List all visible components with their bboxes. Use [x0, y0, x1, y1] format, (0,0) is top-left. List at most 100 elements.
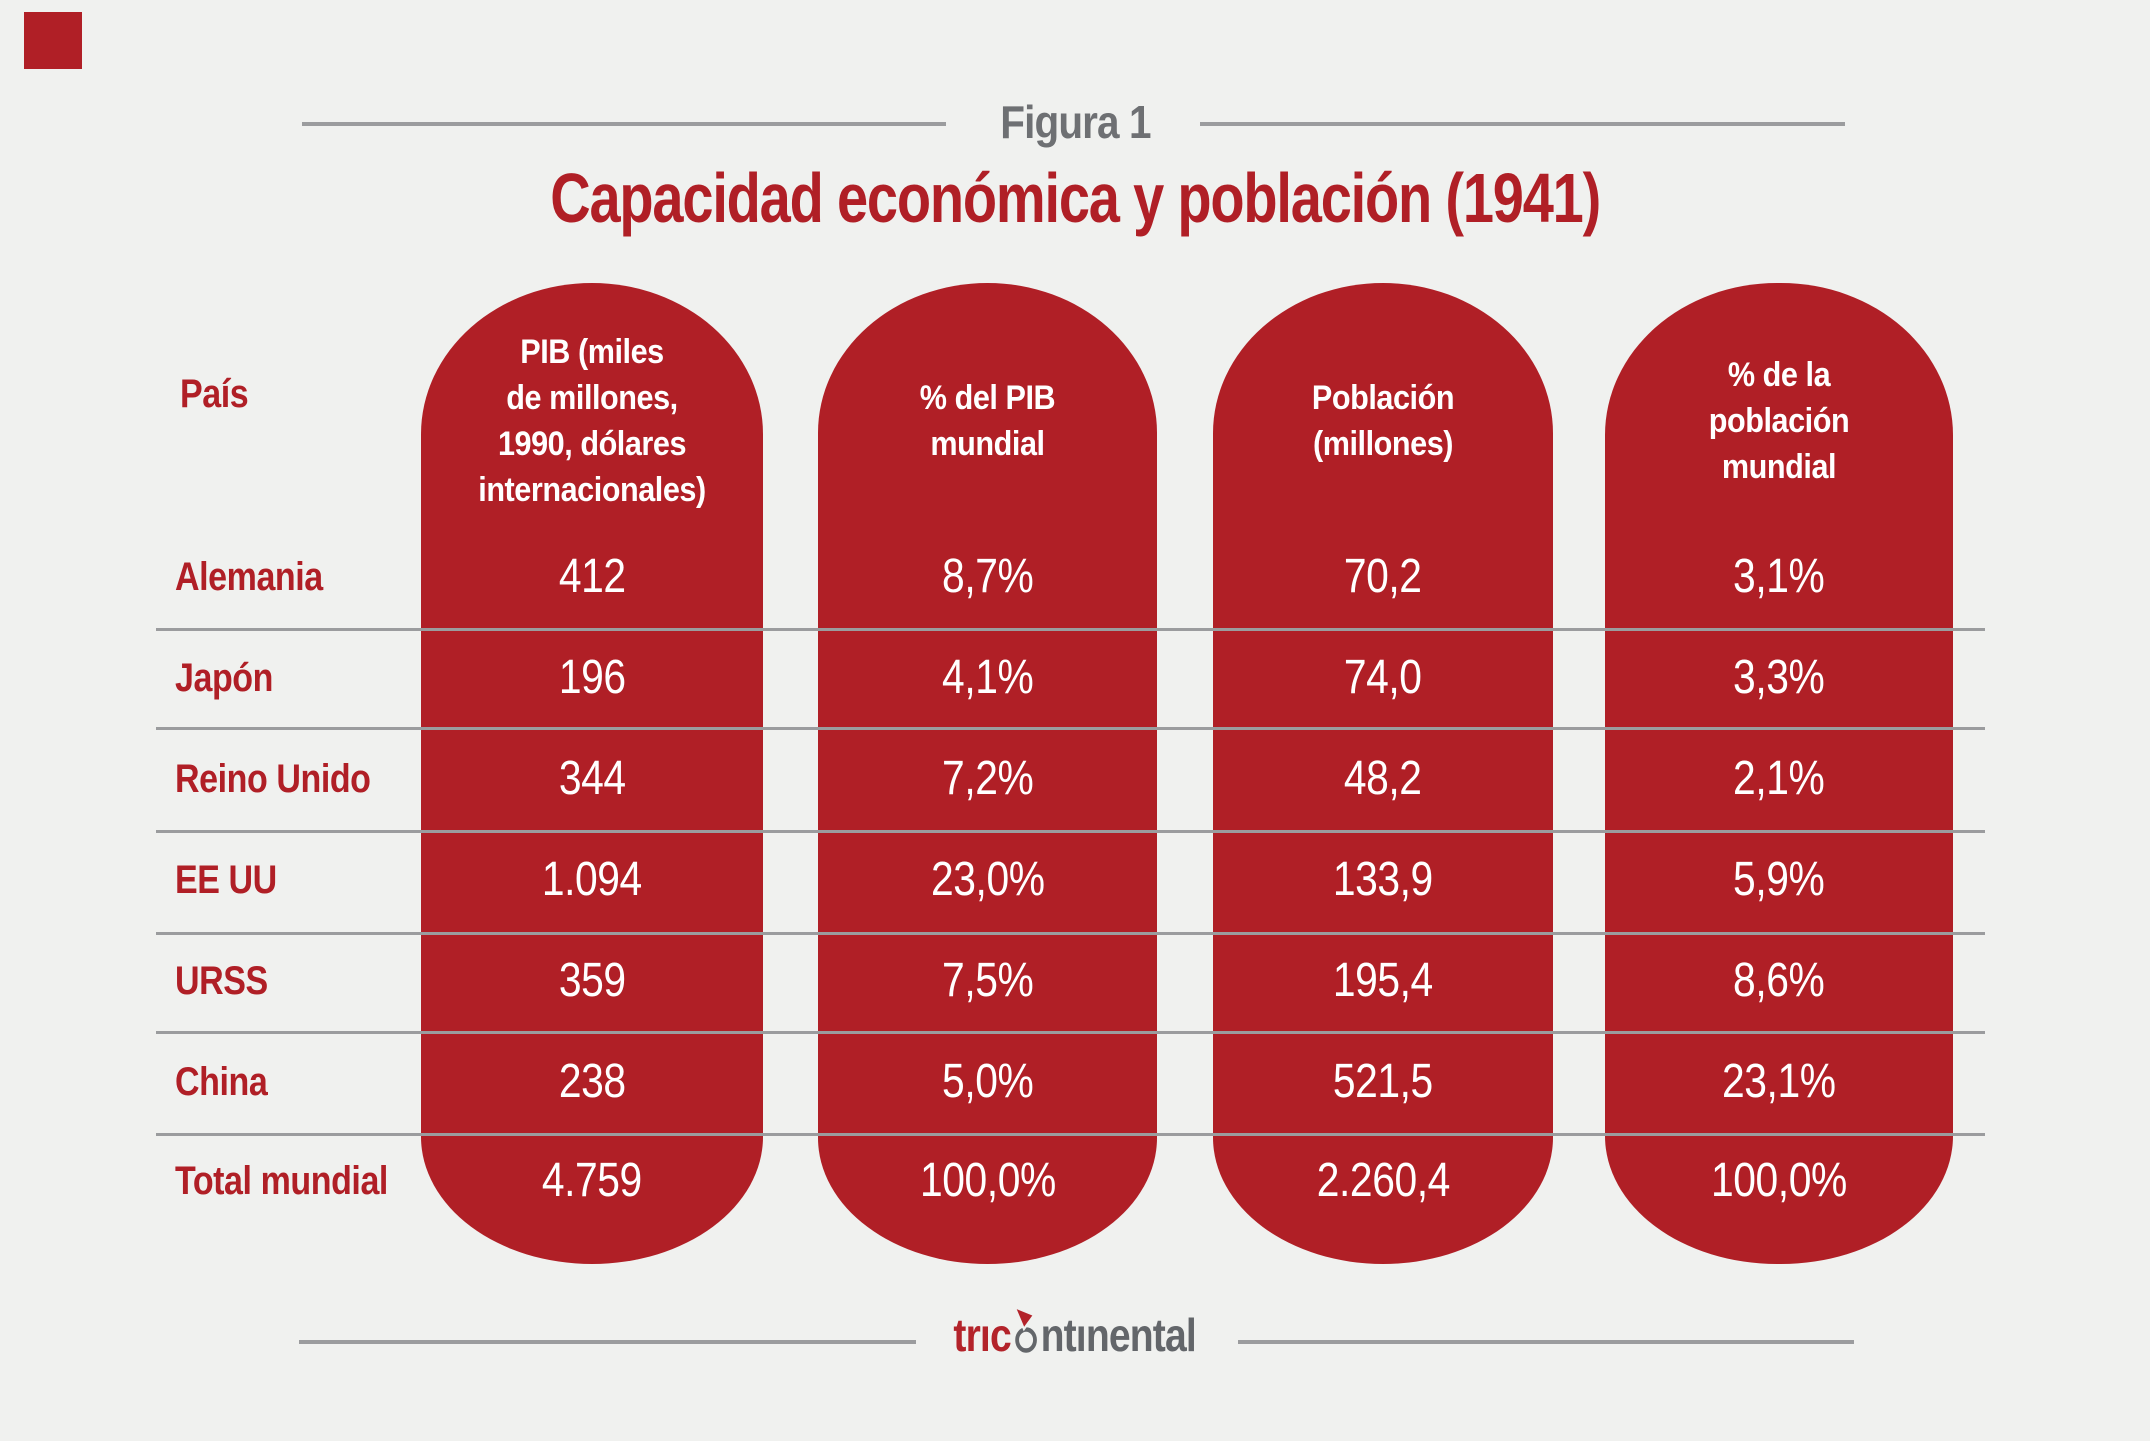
- figure-title-wrap: Capacidad económica y población (1941): [0, 158, 2150, 238]
- row-separator: [156, 1133, 1985, 1136]
- cell-value: 5,9%: [1605, 846, 1953, 914]
- cell-value-text: 521,5: [1333, 1055, 1433, 1108]
- column-header-line: 1990, dólares: [497, 425, 687, 463]
- figure-title: Capacidad económica y población (1941): [550, 159, 1601, 237]
- cell-value: 3,3%: [1605, 644, 1953, 712]
- column-header-line: internacionales): [478, 471, 706, 509]
- figure-rule-left: [302, 122, 946, 126]
- column-header-line: población: [1708, 402, 1850, 440]
- cell-value-text: 23,0%: [930, 853, 1045, 906]
- brand-square-logo: [24, 12, 82, 69]
- cell-value: 412: [421, 543, 763, 611]
- row-label: Japón: [175, 650, 290, 706]
- cell-value-text: 2.260,4: [1316, 1154, 1450, 1207]
- cell-value: 521,5: [1213, 1048, 1553, 1116]
- cell-value-text: 238: [558, 1055, 626, 1108]
- cell-value-text: 7,5%: [941, 954, 1034, 1007]
- cell-value: 3,1%: [1605, 543, 1953, 611]
- cell-value: 2.260,4: [1213, 1147, 1553, 1215]
- cell-value-text: 48,2: [1344, 752, 1422, 805]
- row-label-text: Alemania: [175, 555, 323, 599]
- row-label-text: Japón: [175, 656, 274, 700]
- column-header-line: (millones): [1312, 425, 1454, 463]
- cell-value: 238: [421, 1048, 763, 1116]
- cell-value-text: 7,2%: [941, 752, 1034, 805]
- row-label: Total mundial: [175, 1153, 426, 1209]
- cell-value: 4,1%: [818, 644, 1157, 712]
- row-label: China: [175, 1054, 284, 1110]
- figure-label-wrap: Figura 1: [0, 96, 2150, 148]
- cell-value-text: 4.759: [542, 1154, 642, 1207]
- cell-value: 74,0: [1213, 644, 1553, 712]
- cell-value-text: 74,0: [1344, 651, 1422, 704]
- cell-value-text: 133,9: [1333, 853, 1433, 906]
- row-separator: [156, 932, 1985, 935]
- column-header-line: mundial: [1721, 448, 1837, 486]
- cell-value: 100,0%: [818, 1147, 1157, 1215]
- row-label-text: EE UU: [175, 858, 277, 902]
- row-label: EE UU: [175, 852, 295, 908]
- column-header-pib-pct: % del PIB mundial: [835, 283, 1140, 559]
- column-pill-poblacion: Población (millones) 70,2 74,0 48,2 133,9 195…: [1213, 283, 1553, 1264]
- cell-value: 70,2: [1213, 543, 1553, 611]
- cell-value: 344: [421, 745, 763, 813]
- footer-logo-row: trıc ntınental: [953, 1305, 1197, 1361]
- logo-text-tric: trıc: [953, 1309, 1012, 1361]
- cell-value-text: 1.094: [542, 853, 642, 906]
- column-header-pib: PIB (miles de millones, 1990, dólares inter…: [438, 283, 746, 559]
- cell-value-text: 359: [558, 954, 626, 1007]
- row-label-text: URSS: [175, 959, 268, 1003]
- cell-value-text: 8,7%: [941, 550, 1034, 603]
- cell-value: 2,1%: [1605, 745, 1953, 813]
- column-header-line: % de la: [1727, 356, 1831, 394]
- row-label: URSS: [175, 953, 284, 1009]
- cell-value: 4.759: [421, 1147, 763, 1215]
- footer-logo: trıc ntınental: [0, 1305, 2150, 1361]
- footer-rule-left: [299, 1340, 916, 1344]
- cell-value-text: 5,0%: [941, 1055, 1034, 1108]
- cell-value: 196: [421, 644, 763, 712]
- column-pill-pib-pct: % del PIB mundial 8,7% 4,1% 7,2% 23,0% 7,5% 5,…: [818, 283, 1157, 1264]
- column-header-pob-pct: % de la población mundial: [1622, 283, 1935, 559]
- country-column-header: País: [180, 372, 249, 416]
- row-label: Alemania: [175, 549, 349, 605]
- row-label-text: Total mundial: [175, 1159, 388, 1203]
- cell-value: 5,0%: [818, 1048, 1157, 1116]
- cell-value: 100,0%: [1605, 1147, 1953, 1215]
- cell-value: 8,7%: [818, 543, 1157, 611]
- row-label: Reino Unido: [175, 751, 405, 807]
- column-header-line: Población: [1311, 379, 1455, 417]
- column-header-line: mundial: [930, 425, 1045, 463]
- row-separator: [156, 727, 1985, 730]
- column-header-line: % del PIB: [919, 379, 1056, 417]
- cell-value: 133,9: [1213, 846, 1553, 914]
- logo-compass-o-icon: [1012, 1305, 1037, 1353]
- cell-value: 8,6%: [1605, 947, 1953, 1015]
- cell-value-text: 8,6%: [1733, 954, 1825, 1007]
- figure-label: Figura 1: [999, 96, 1151, 148]
- row-separator: [156, 830, 1985, 833]
- cell-value-text: 196: [558, 651, 626, 704]
- footer-rule-right: [1238, 1340, 1854, 1344]
- cell-value: 1.094: [421, 846, 763, 914]
- cell-value-text: 3,3%: [1733, 651, 1825, 704]
- cell-value: 48,2: [1213, 745, 1553, 813]
- cell-value: 23,1%: [1605, 1048, 1953, 1116]
- row-label-text: China: [175, 1060, 268, 1104]
- column-header-poblacion: Población (millones): [1230, 283, 1536, 559]
- cell-value-text: 412: [558, 550, 626, 603]
- cell-value: 359: [421, 947, 763, 1015]
- figure-rule-right: [1200, 122, 1845, 126]
- cell-value-text: 70,2: [1344, 550, 1422, 603]
- cell-value: 23,0%: [818, 846, 1157, 914]
- row-label-text: Reino Unido: [175, 757, 371, 801]
- cell-value: 195,4: [1213, 947, 1553, 1015]
- logo-text-ntinental: ntınental: [1040, 1309, 1197, 1361]
- cell-value-text: 2,1%: [1733, 752, 1825, 805]
- cell-value: 7,5%: [818, 947, 1157, 1015]
- cell-value-text: 344: [558, 752, 626, 805]
- row-separator: [156, 628, 1985, 631]
- column-header-line: PIB (miles: [520, 333, 664, 371]
- column-pill-pib: PIB (miles de millones, 1990, dólares inter…: [421, 283, 763, 1264]
